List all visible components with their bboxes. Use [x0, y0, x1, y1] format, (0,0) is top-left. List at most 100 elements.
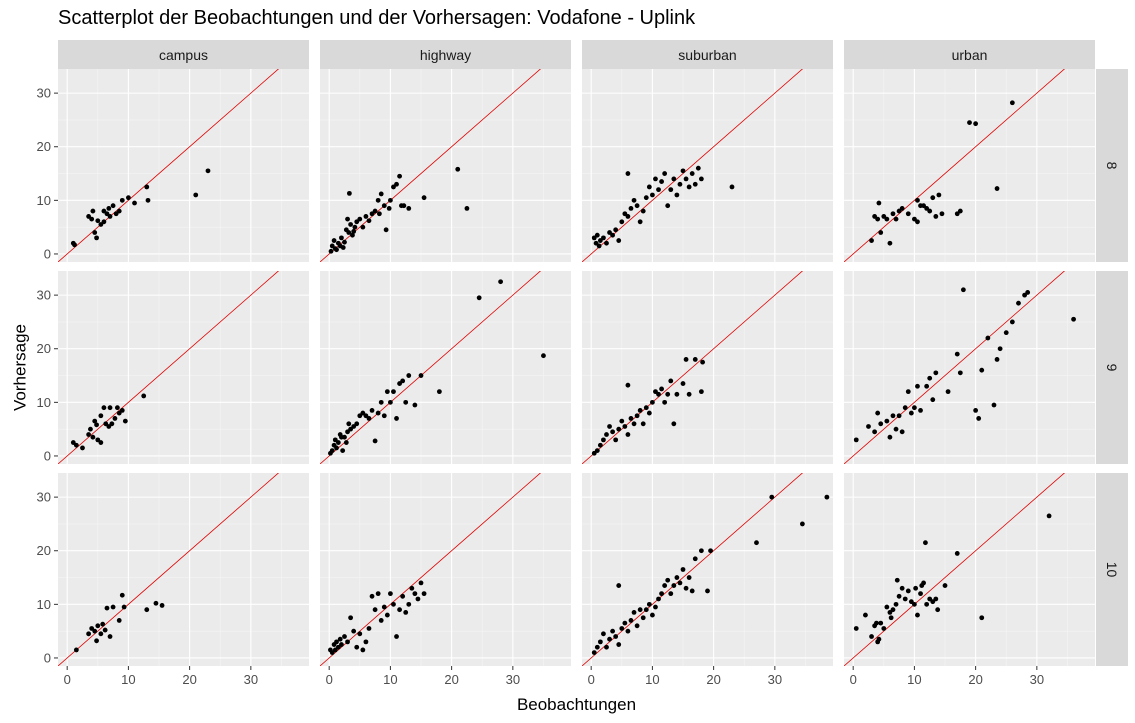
- data-point: [92, 230, 98, 235]
- data-point: [646, 601, 652, 607]
- data-point: [683, 357, 689, 362]
- data-point: [112, 416, 118, 421]
- data-point: [921, 580, 926, 586]
- data-point: [994, 357, 1000, 362]
- data-point: [662, 399, 668, 405]
- data-point: [899, 585, 905, 591]
- panel-suburban-8: [582, 69, 833, 262]
- data-point: [881, 626, 887, 631]
- data-point: [601, 437, 606, 443]
- data-point: [680, 567, 686, 572]
- data-point: [388, 197, 393, 203]
- data-point: [631, 609, 637, 615]
- data-point: [436, 389, 442, 395]
- data-point: [887, 434, 893, 440]
- data-point: [979, 615, 985, 621]
- data-point: [927, 208, 933, 214]
- data-point: [662, 583, 668, 588]
- data-point: [689, 588, 695, 594]
- data-point: [893, 601, 899, 607]
- data-point: [400, 378, 406, 384]
- data-point: [695, 165, 701, 171]
- data-point: [876, 200, 882, 206]
- data-point: [476, 295, 482, 301]
- panel-background: [58, 69, 309, 262]
- data-point: [94, 638, 99, 644]
- data-point: [357, 631, 363, 637]
- data-point: [334, 639, 339, 645]
- data-point: [394, 181, 399, 187]
- data-point: [890, 413, 896, 419]
- panel-campus-8: [58, 69, 309, 262]
- data-point: [95, 218, 101, 224]
- row-strip-9: [1096, 271, 1128, 464]
- data-point: [872, 429, 878, 435]
- x-tick-label: 0: [326, 672, 333, 687]
- data-point: [646, 184, 652, 190]
- data-point: [668, 187, 674, 193]
- data-point: [912, 405, 917, 411]
- data-point: [659, 386, 664, 392]
- data-point: [665, 577, 671, 583]
- reference-line: [582, 69, 803, 262]
- data-point: [878, 620, 884, 626]
- data-point: [329, 448, 335, 453]
- data-point: [378, 399, 384, 405]
- data-point: [637, 607, 643, 613]
- data-point: [653, 604, 658, 610]
- data-point: [893, 216, 899, 222]
- data-point: [591, 650, 597, 655]
- data-point: [899, 429, 905, 435]
- panel-highway-8: [320, 69, 571, 262]
- data-point: [94, 235, 99, 241]
- x-tick-label: 20: [706, 672, 720, 687]
- reference-line: [58, 271, 279, 464]
- data-point: [698, 389, 704, 395]
- data-point: [375, 591, 381, 597]
- data-point: [351, 229, 357, 234]
- data-point: [388, 591, 393, 597]
- data-point: [878, 230, 884, 235]
- panel-campus-9: [58, 271, 309, 464]
- data-point: [637, 407, 643, 413]
- data-point: [930, 397, 936, 403]
- x-tick-label: 20: [444, 672, 458, 687]
- data-point: [88, 426, 93, 432]
- data-point: [622, 620, 628, 626]
- data-point: [339, 235, 344, 241]
- data-point: [957, 370, 963, 376]
- data-point: [498, 279, 503, 285]
- data-point: [640, 208, 646, 214]
- data-point: [893, 426, 899, 432]
- data-point: [72, 242, 77, 248]
- data-point: [122, 418, 128, 424]
- data-point: [421, 195, 427, 201]
- data-point: [683, 585, 689, 591]
- panel-background: [582, 473, 833, 666]
- x-tick-label: 30: [1030, 672, 1044, 687]
- data-point: [132, 200, 137, 206]
- data-point: [930, 195, 936, 201]
- data-point: [126, 195, 131, 201]
- data-point: [896, 593, 902, 599]
- data-point: [659, 179, 664, 184]
- y-axis-title: Vorhersage: [11, 324, 30, 411]
- data-point: [960, 287, 966, 293]
- panel-urban-8: [844, 69, 1095, 262]
- data-point: [878, 421, 884, 427]
- data-point: [674, 391, 680, 397]
- panel-background: [582, 69, 833, 262]
- data-point: [671, 421, 677, 427]
- data-point: [107, 634, 113, 639]
- data-point: [357, 216, 363, 222]
- data-point: [625, 432, 631, 437]
- data-point: [634, 623, 640, 629]
- data-point: [596, 243, 602, 249]
- data-point: [375, 197, 381, 203]
- data-point: [391, 389, 396, 395]
- data-point: [631, 197, 637, 203]
- data-point: [342, 434, 347, 440]
- data-point: [89, 216, 95, 222]
- data-point: [340, 245, 346, 250]
